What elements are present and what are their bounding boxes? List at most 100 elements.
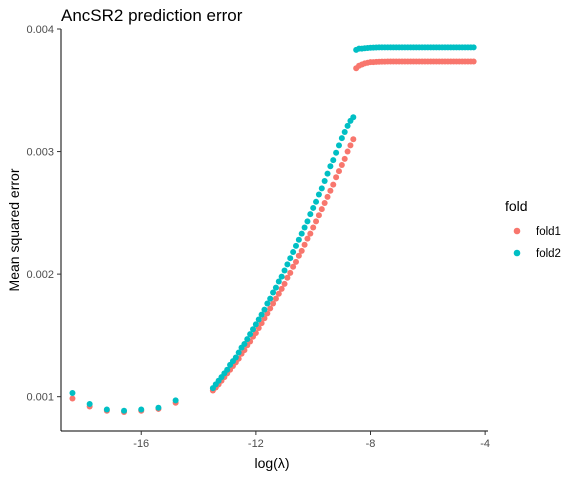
data-point-fold1 bbox=[321, 200, 328, 207]
y-axis-title: Mean squared error bbox=[6, 168, 22, 291]
data-point-fold2 bbox=[86, 401, 93, 408]
data-point-fold2 bbox=[338, 135, 345, 142]
data-point-fold2 bbox=[324, 170, 331, 177]
data-point-fold2 bbox=[224, 366, 231, 373]
data-point-fold2 bbox=[307, 211, 314, 218]
legend-item-fold2: fold2 bbox=[513, 248, 561, 260]
data-point-fold1 bbox=[292, 258, 299, 265]
data-point-fold1 bbox=[290, 263, 297, 270]
data-point-fold1 bbox=[338, 162, 345, 169]
data-point-fold1 bbox=[284, 274, 291, 281]
data-point-fold2 bbox=[267, 295, 274, 302]
data-point-fold2 bbox=[69, 390, 76, 397]
data-point-fold2 bbox=[270, 289, 277, 296]
data-point-fold2 bbox=[310, 204, 317, 211]
x-tick-label: -8 bbox=[366, 438, 376, 450]
data-point-fold2 bbox=[103, 406, 110, 413]
data-point-fold2 bbox=[335, 142, 342, 149]
data-point-fold2 bbox=[138, 406, 145, 413]
data-point-fold2 bbox=[290, 249, 297, 256]
data-point-fold1 bbox=[304, 235, 311, 242]
x-axis-title: log(λ) bbox=[254, 455, 289, 471]
data-point-fold1 bbox=[295, 252, 302, 259]
legend-label-fold1: fold1 bbox=[536, 226, 561, 238]
data-point-fold2 bbox=[235, 349, 242, 356]
y-tick-label: 0.002 bbox=[26, 269, 54, 281]
data-point-fold1 bbox=[313, 218, 320, 225]
data-point-fold2 bbox=[287, 255, 294, 262]
data-point-fold1 bbox=[267, 305, 274, 312]
data-point-fold2 bbox=[255, 316, 262, 323]
data-point-fold1 bbox=[301, 241, 308, 248]
plot-panel: -16 -12 -8 -4 0.001 0.002 0.003 0.004 bbox=[26, 24, 490, 450]
data-points bbox=[69, 44, 477, 415]
legend-title: fold bbox=[505, 198, 528, 214]
data-point-fold1 bbox=[470, 58, 477, 65]
data-point-fold1 bbox=[272, 295, 279, 302]
x-axis-ticks: -16 -12 -8 -4 bbox=[133, 431, 490, 450]
data-point-fold2 bbox=[301, 224, 308, 231]
data-point-fold1 bbox=[69, 395, 76, 402]
data-point-fold1 bbox=[270, 300, 277, 307]
data-point-fold2 bbox=[318, 185, 325, 192]
data-point-fold1 bbox=[315, 212, 322, 219]
data-point-fold2 bbox=[155, 404, 162, 411]
data-point-fold2 bbox=[315, 191, 322, 198]
data-point-fold2 bbox=[121, 407, 128, 414]
data-point-fold1 bbox=[327, 187, 334, 194]
data-point-fold2 bbox=[241, 340, 248, 347]
data-point-fold2 bbox=[247, 331, 254, 338]
data-point-fold1 bbox=[310, 224, 317, 231]
x-tick-label: -4 bbox=[480, 438, 490, 450]
data-point-fold2 bbox=[295, 236, 302, 243]
legend: fold fold1 fold2 bbox=[505, 198, 561, 260]
x-tick-label: -12 bbox=[248, 438, 264, 450]
y-tick-label: 0.001 bbox=[26, 392, 54, 404]
data-point-fold1 bbox=[281, 280, 288, 287]
chart-title: AncSR2 prediction error bbox=[61, 6, 243, 25]
data-point-fold2 bbox=[264, 300, 271, 307]
y-tick-label: 0.003 bbox=[26, 147, 54, 159]
legend-key-fold2 bbox=[513, 249, 521, 257]
data-point-fold2 bbox=[261, 306, 268, 313]
data-point-fold2 bbox=[313, 198, 320, 205]
data-point-fold2 bbox=[232, 354, 239, 361]
data-point-fold2 bbox=[304, 218, 311, 225]
data-point-fold2 bbox=[275, 278, 282, 285]
data-point-fold1 bbox=[287, 269, 294, 276]
legend-item-fold1: fold1 bbox=[513, 226, 561, 238]
y-axis-ticks: 0.001 0.002 0.003 0.004 bbox=[26, 24, 61, 404]
data-point-fold2 bbox=[333, 149, 340, 156]
data-point-fold1 bbox=[298, 247, 305, 254]
data-point-fold2 bbox=[278, 273, 285, 280]
data-point-fold1 bbox=[350, 136, 357, 143]
data-point-fold1 bbox=[307, 230, 314, 237]
data-point-fold2 bbox=[298, 230, 305, 237]
data-point-fold1 bbox=[275, 290, 282, 297]
data-point-fold1 bbox=[335, 168, 342, 175]
data-point-fold2 bbox=[172, 397, 179, 404]
legend-key-fold1 bbox=[513, 227, 521, 235]
data-point-fold1 bbox=[324, 193, 331, 200]
data-point-fold2 bbox=[252, 321, 259, 328]
data-point-fold2 bbox=[272, 284, 279, 291]
data-point-fold1 bbox=[330, 181, 337, 188]
data-point-fold1 bbox=[347, 142, 354, 149]
data-point-fold2 bbox=[250, 326, 257, 333]
x-tick-label: -16 bbox=[133, 438, 149, 450]
legend-label-fold2: fold2 bbox=[536, 248, 561, 260]
data-point-fold2 bbox=[344, 122, 351, 129]
data-point-fold1 bbox=[344, 148, 351, 155]
data-point-fold2 bbox=[281, 267, 288, 274]
data-point-fold2 bbox=[350, 114, 357, 121]
data-point-fold1 bbox=[333, 174, 340, 181]
data-point-fold2 bbox=[292, 242, 299, 249]
data-point-fold2 bbox=[284, 261, 291, 268]
data-point-fold2 bbox=[244, 336, 251, 343]
data-point-fold1 bbox=[318, 206, 325, 213]
y-tick-label: 0.004 bbox=[26, 24, 54, 36]
data-point-fold1 bbox=[278, 285, 285, 292]
data-point-fold2 bbox=[258, 311, 265, 318]
data-point-fold1 bbox=[341, 155, 348, 162]
